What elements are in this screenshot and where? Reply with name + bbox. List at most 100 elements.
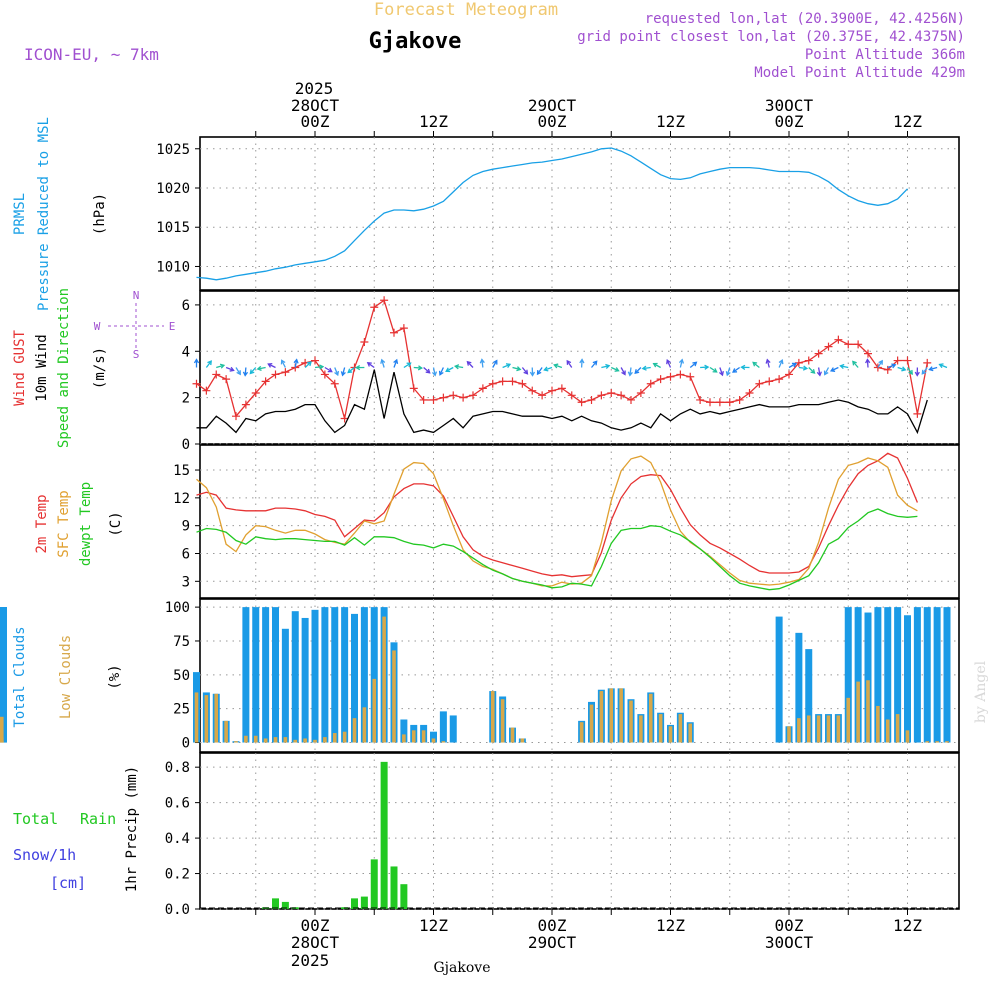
gust-marker: [380, 296, 389, 305]
wind-direction-arrow-icon: [453, 364, 464, 370]
clouds-ytick-label: 100: [165, 600, 190, 616]
arrow-shaft: [205, 360, 212, 368]
wind-direction-arrow-icon: [627, 367, 633, 377]
gust-marker: [281, 368, 290, 377]
temperature-ytick-label: 3: [182, 574, 190, 590]
top-time-label: 00Z: [538, 112, 567, 131]
wind-direction-arrow-icon: [709, 366, 718, 373]
precip-bar: [272, 898, 279, 909]
arrow-shaft: [726, 367, 731, 376]
low-clouds-bar: [382, 616, 386, 743]
arrow-head: [431, 371, 438, 377]
wind-direction-arrow-icon: [678, 358, 685, 368]
series-line-2m-temp: [196, 452, 919, 578]
arrow-shaft: [817, 367, 821, 376]
arrow-head: [516, 366, 522, 372]
arrow-shaft: [367, 362, 375, 369]
wind-direction-arrow-icon: [808, 367, 816, 374]
wind-direction-arrow-icon: [314, 364, 325, 370]
gust-marker: [251, 389, 260, 397]
dewpt-label: dewpt Temp: [78, 482, 94, 566]
arrow-head: [652, 362, 658, 368]
clouds-ytick-label: 25: [173, 702, 190, 718]
wind-direction-arrow-icon: [666, 359, 672, 368]
arrow-head: [678, 358, 685, 364]
bottom-time-label: 00Z: [301, 916, 330, 935]
compass-icon: N S W E: [94, 289, 176, 361]
wind-direction-arrow-icon: [393, 358, 399, 368]
clouds-panel: 0 25 50 75 100: [0, 598, 960, 753]
low-clouds-bar: [283, 737, 288, 743]
model-altitude: Model Point Altitude 429m: [754, 65, 965, 81]
pressure-reduced-label: Pressure Reduced to MSL: [36, 117, 52, 311]
total-clouds-bar: [884, 607, 892, 743]
wind-direction-arrow-icon: [466, 360, 474, 368]
arrow-head: [340, 371, 346, 377]
temperature-ytick-label: 15: [173, 463, 190, 479]
arrow-head: [718, 371, 724, 377]
total-clouds-bar: [262, 607, 270, 743]
bottom-date-label: 29OCT: [528, 933, 577, 952]
gust-marker: [439, 393, 448, 402]
arrow-shaft: [653, 363, 661, 369]
top-time-label: 00Z: [301, 112, 330, 131]
low-clouds-bar: [0, 716, 4, 743]
wind-direction-arrow-icon: [887, 363, 897, 369]
gust-marker: [548, 386, 556, 395]
wind-direction-arrow-icon: [502, 363, 512, 369]
gust-marker: [913, 409, 922, 418]
low-clouds-bar: [599, 691, 604, 743]
total-rain-label-total: Total: [13, 810, 58, 828]
arrow-shaft: [502, 363, 511, 369]
arrow-shaft: [225, 366, 234, 371]
wind-10m-label: 10m Wind: [34, 334, 50, 401]
wind-direction-arrow-icon: [536, 367, 543, 376]
arrow-shaft: [629, 367, 632, 376]
wind-direction-arrow-icon: [293, 358, 299, 368]
arrow-head: [523, 369, 529, 375]
top-time-label: 12Z: [656, 112, 685, 131]
snow-unit-label: [cm]: [50, 874, 86, 892]
low-clouds-bar: [619, 688, 623, 743]
arrow-shaft: [824, 367, 830, 375]
arrow-head: [740, 364, 746, 370]
wind-direction-arrow-icon: [579, 358, 585, 368]
low-clouds-bar: [194, 692, 199, 743]
low-clouds-bar: [797, 718, 801, 743]
wind-direction-arrow-icon: [634, 367, 642, 375]
top-time-label: 00Z: [775, 112, 804, 131]
arrow-head: [207, 360, 212, 366]
gust-marker: [360, 338, 369, 346]
gust-marker: [696, 395, 705, 404]
precip-ytick-label: 0.4: [165, 831, 190, 847]
temperature-ytick-label: 9: [182, 519, 190, 535]
total-clouds-bar: [904, 615, 911, 743]
low-clouds-bar: [609, 688, 614, 743]
gust-marker: [755, 379, 764, 388]
wind-direction-arrow-icon: [928, 366, 938, 372]
gust-marker: [459, 393, 468, 402]
bottom-time-label: 12Z: [893, 916, 922, 935]
total-clouds-bar: [252, 607, 260, 743]
arrow-shaft: [512, 366, 521, 371]
arrow-head: [319, 364, 325, 370]
wind-direction-arrow-icon: [403, 362, 412, 369]
low-clouds-bar: [303, 738, 307, 743]
wind-direction-arrow-icon: [877, 359, 883, 368]
wind-direction-arrow-icon: [324, 366, 333, 373]
arrow-head: [366, 362, 372, 367]
wind-direction-arrow-icon: [921, 367, 928, 375]
arrow-head: [249, 369, 255, 375]
total-clouds-bar: [923, 607, 931, 743]
wind-direction-arrow-icon: [280, 359, 286, 368]
arrow-shaft: [324, 366, 333, 373]
arrow-shaft: [244, 367, 247, 376]
gust-marker: [706, 398, 714, 407]
precip-bar: [351, 898, 358, 909]
wind-direction-arrow-icon: [816, 367, 822, 377]
arrow-shaft: [778, 359, 783, 368]
wind-direction-arrow-icon: [423, 367, 431, 374]
low-clouds-label: Low Clouds: [58, 635, 74, 719]
wind-direction-arrow-icon: [249, 367, 257, 375]
temperature-frame: [199, 444, 960, 599]
